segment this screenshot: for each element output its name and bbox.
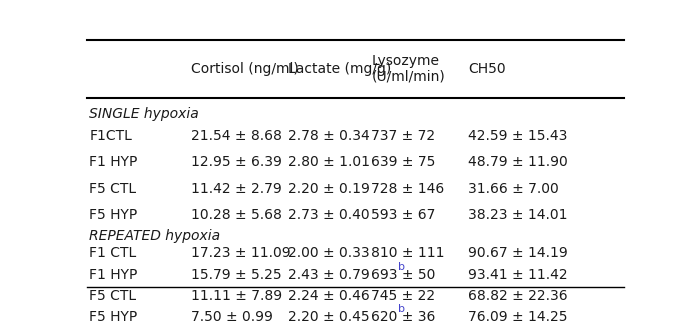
Text: Lysozyme
(U/ml/min): Lysozyme (U/ml/min) xyxy=(371,54,445,84)
Text: F1 HYP: F1 HYP xyxy=(89,268,138,282)
Text: 11.42 ± 2.79: 11.42 ± 2.79 xyxy=(191,181,282,196)
Text: F1CTL: F1CTL xyxy=(89,129,132,143)
Text: 15.79 ± 5.25: 15.79 ± 5.25 xyxy=(191,268,282,282)
Text: 639 ± 75: 639 ± 75 xyxy=(371,156,436,169)
Text: 68.82 ± 22.36: 68.82 ± 22.36 xyxy=(468,289,568,303)
Text: F5 HYP: F5 HYP xyxy=(89,310,137,324)
Text: F1 HYP: F1 HYP xyxy=(89,156,138,169)
Text: 48.79 ± 11.90: 48.79 ± 11.90 xyxy=(468,156,568,169)
Text: 693 ± 50: 693 ± 50 xyxy=(371,268,436,282)
Text: 2.20 ± 0.19: 2.20 ± 0.19 xyxy=(288,181,370,196)
Text: 2.78 ± 0.34: 2.78 ± 0.34 xyxy=(288,129,370,143)
Text: 2.24 ± 0.46: 2.24 ± 0.46 xyxy=(288,289,370,303)
Text: 10.28 ± 5.68: 10.28 ± 5.68 xyxy=(191,208,282,222)
Text: 17.23 ± 11.09: 17.23 ± 11.09 xyxy=(191,247,291,260)
Text: F1 CTL: F1 CTL xyxy=(89,247,137,260)
Text: 2.80 ± 1.01: 2.80 ± 1.01 xyxy=(288,156,370,169)
Text: 76.09 ± 14.25: 76.09 ± 14.25 xyxy=(468,310,568,324)
Text: 93.41 ± 11.42: 93.41 ± 11.42 xyxy=(468,268,568,282)
Text: 2.43 ± 0.79: 2.43 ± 0.79 xyxy=(288,268,370,282)
Text: 593 ± 67: 593 ± 67 xyxy=(371,208,436,222)
Text: 810 ± 111: 810 ± 111 xyxy=(371,247,445,260)
Text: CH50: CH50 xyxy=(468,62,506,76)
Text: F5 CTL: F5 CTL xyxy=(89,181,137,196)
Text: b: b xyxy=(398,262,405,272)
Text: 11.11 ± 7.89: 11.11 ± 7.89 xyxy=(191,289,283,303)
Text: 2.20 ± 0.45: 2.20 ± 0.45 xyxy=(288,310,369,324)
Text: Cortisol (ng/ml): Cortisol (ng/ml) xyxy=(191,62,299,76)
Text: Lactate (mg/g): Lactate (mg/g) xyxy=(288,62,392,76)
Text: 7.50 ± 0.99: 7.50 ± 0.99 xyxy=(191,310,273,324)
Text: 31.66 ± 7.00: 31.66 ± 7.00 xyxy=(468,181,559,196)
Text: 737 ± 72: 737 ± 72 xyxy=(371,129,435,143)
Text: F5 CTL: F5 CTL xyxy=(89,289,137,303)
Text: 90.67 ± 14.19: 90.67 ± 14.19 xyxy=(468,247,568,260)
Text: 745 ± 22: 745 ± 22 xyxy=(371,289,435,303)
Text: SINGLE hypoxia: SINGLE hypoxia xyxy=(89,107,199,121)
Text: b: b xyxy=(398,304,405,314)
Text: F5 HYP: F5 HYP xyxy=(89,208,137,222)
Text: 728 ± 146: 728 ± 146 xyxy=(371,181,444,196)
Text: 2.73 ± 0.40: 2.73 ± 0.40 xyxy=(288,208,369,222)
Text: 2.00 ± 0.33: 2.00 ± 0.33 xyxy=(288,247,369,260)
Text: 42.59 ± 15.43: 42.59 ± 15.43 xyxy=(468,129,568,143)
Text: 38.23 ± 14.01: 38.23 ± 14.01 xyxy=(468,208,568,222)
Text: 620 ± 36: 620 ± 36 xyxy=(371,310,436,324)
Text: REPEATED hypoxia: REPEATED hypoxia xyxy=(89,229,220,243)
Text: 12.95 ± 6.39: 12.95 ± 6.39 xyxy=(191,156,282,169)
Text: 21.54 ± 8.68: 21.54 ± 8.68 xyxy=(191,129,282,143)
